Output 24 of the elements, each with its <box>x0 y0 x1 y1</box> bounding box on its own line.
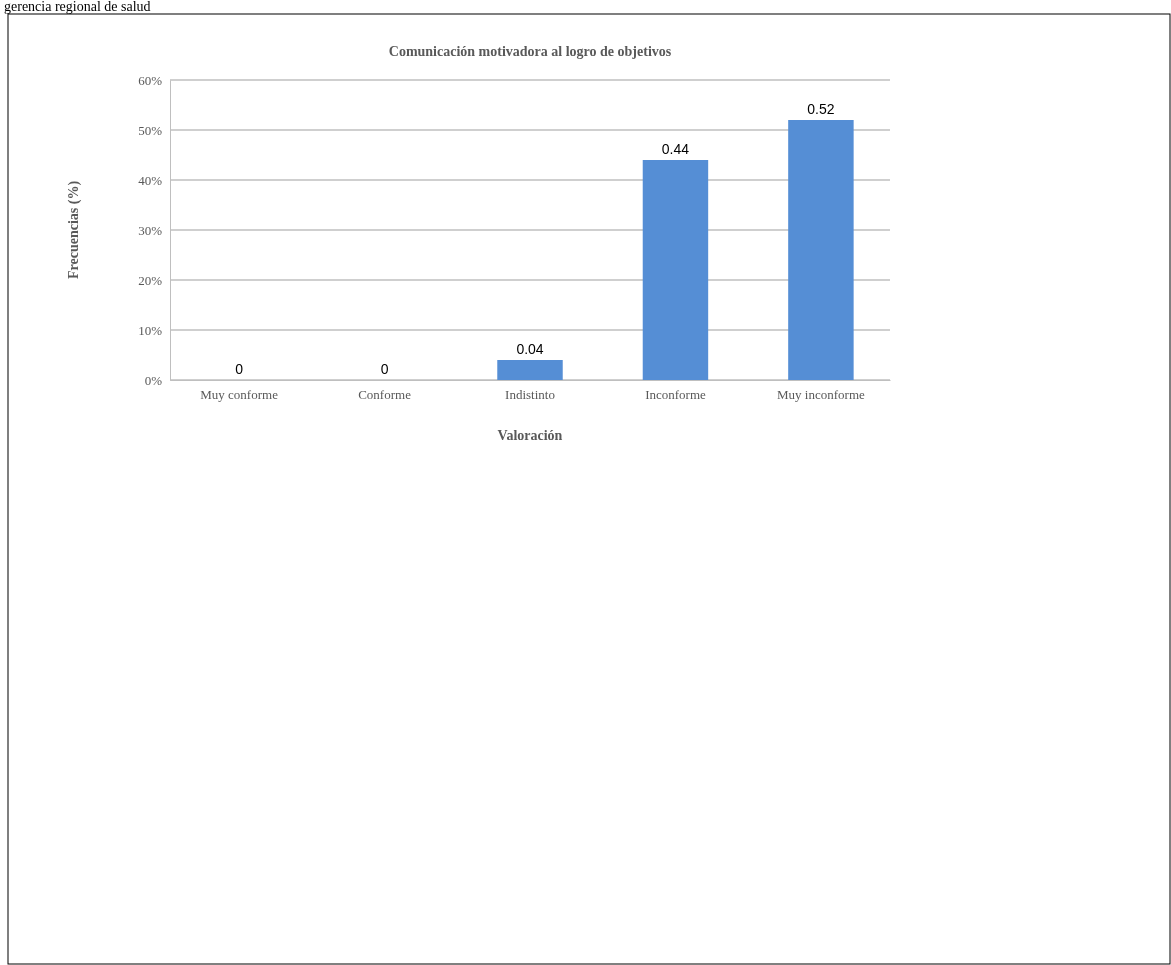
data-label: 0 <box>380 361 389 377</box>
y-axis-title: Frecuencias (%) <box>66 180 82 280</box>
data-label: 0 <box>235 361 244 377</box>
y-tick-label: 50% <box>138 122 163 138</box>
data-label: 0.52 <box>807 101 835 117</box>
y-tick-label: 0% <box>144 372 163 388</box>
chart-title: Comunicación motivadora al logro de objetivos <box>388 44 672 59</box>
bar <box>788 120 854 380</box>
x-tick-label: Indistinto <box>505 387 555 403</box>
x-tick-label: Inconforme <box>645 387 706 403</box>
bar <box>497 360 563 380</box>
y-tick-label: 60% <box>138 72 163 88</box>
y-tick-label: 30% <box>138 222 163 238</box>
text: gerencia regional de salud <box>4 0 151 14</box>
x-tick-label: Conforme <box>358 387 412 403</box>
y-tick-label: 10% <box>138 322 163 338</box>
x-tick-label: Muy conforme <box>200 387 279 403</box>
x-axis-title: Valoración <box>497 428 563 443</box>
data-label: 0.44 <box>661 141 690 157</box>
data-label: 0.04 <box>516 341 544 357</box>
bar <box>642 160 709 380</box>
y-tick-label: 40% <box>138 172 163 188</box>
y-tick-label: 20% <box>138 272 163 288</box>
x-tick-label: Muy inconforme <box>777 387 865 403</box>
